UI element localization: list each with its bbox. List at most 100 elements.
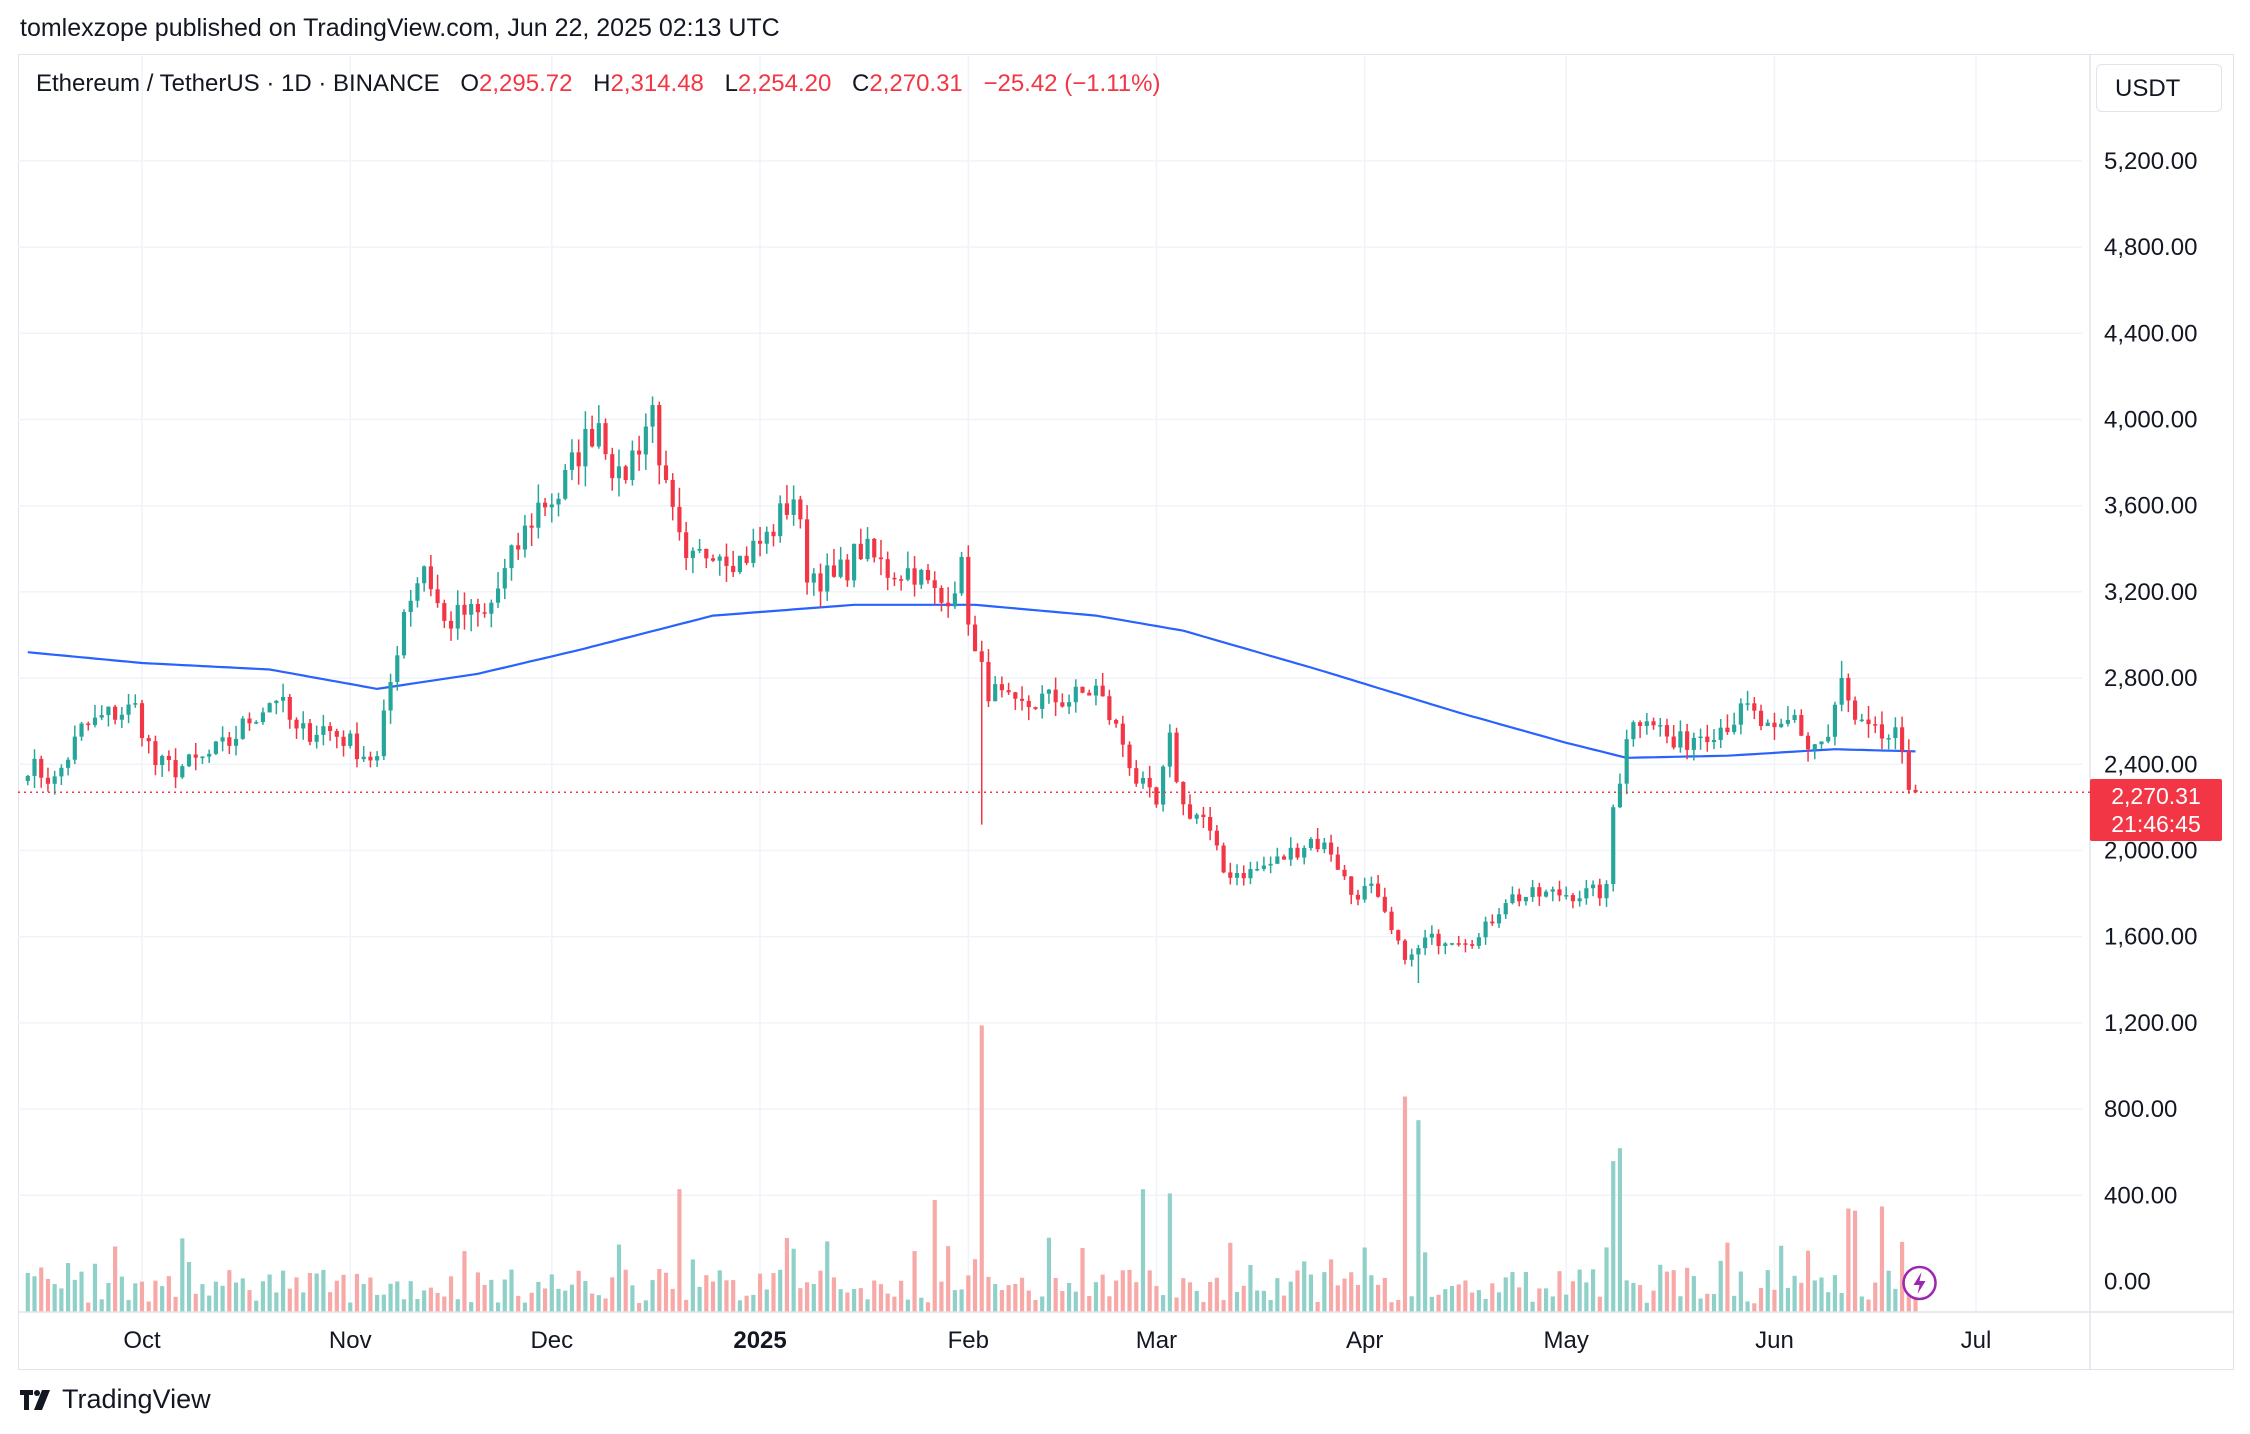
x-tick-label: Nov	[329, 1327, 372, 1354]
candle-body	[341, 736, 346, 746]
candle-body	[1161, 766, 1166, 805]
volume-bar	[1711, 1294, 1717, 1312]
candle-body	[1517, 894, 1522, 902]
volume-bar	[1429, 1296, 1434, 1312]
candle-body	[321, 726, 326, 735]
symbol-legend: Ethereum / TetherUS · 1D · BINANCE O2,29…	[36, 70, 1160, 98]
candle-body	[1053, 689, 1058, 703]
volume-bar	[637, 1303, 642, 1312]
candle-body	[993, 684, 998, 702]
candle-body	[831, 565, 837, 577]
candle-body	[489, 602, 494, 614]
volume-bar	[166, 1276, 171, 1312]
candle-body	[280, 696, 286, 701]
candle-body	[260, 712, 266, 723]
candle-body	[603, 423, 608, 455]
symbol-title[interactable]: Ethereum / TetherUS · 1D · BINANCE	[36, 70, 440, 97]
volume-bar	[462, 1251, 467, 1312]
tradingview-footer[interactable]: TradingView	[20, 1384, 211, 1415]
candle-body	[1893, 727, 1898, 739]
candle-body	[1799, 715, 1804, 736]
candle-body	[1295, 847, 1300, 858]
volume-bar	[1691, 1276, 1696, 1312]
candle-body	[1846, 677, 1851, 701]
candle-body	[1590, 884, 1596, 889]
candle-body	[1026, 700, 1031, 708]
candle-body	[1503, 903, 1508, 915]
volume-bar	[240, 1278, 245, 1312]
volume-bar	[113, 1246, 118, 1312]
volume-bar	[106, 1282, 111, 1312]
volume-bar	[1060, 1291, 1065, 1312]
candle-body	[522, 525, 528, 550]
candle-body	[1886, 738, 1891, 740]
volume-bar	[200, 1284, 205, 1312]
candle-body	[422, 566, 427, 584]
axes: 0.00 400.00 800.00 1,200.00 1,600.00 2,000.00…	[18, 54, 2234, 1370]
volume-bar	[1476, 1290, 1481, 1312]
volume-bar	[1550, 1296, 1555, 1312]
volume-bar	[623, 1269, 628, 1312]
currency-button[interactable]: USDT	[2096, 64, 2222, 112]
volume-bar	[442, 1296, 447, 1312]
candle-body	[32, 758, 37, 776]
candle-body	[838, 559, 843, 577]
volume-bar	[697, 1286, 702, 1312]
candle-body	[1328, 842, 1334, 855]
y-tick-label: 4,400.00	[2104, 320, 2197, 347]
candle-body	[79, 723, 84, 737]
candle-body	[220, 737, 225, 742]
volume-bar	[536, 1281, 541, 1312]
candle-body	[1255, 868, 1260, 871]
candle-body	[348, 733, 353, 746]
volume-bar	[1127, 1269, 1132, 1312]
candle-body	[1725, 727, 1730, 733]
volume-bar	[979, 1025, 984, 1312]
candle-body	[1093, 685, 1099, 696]
volume-bar	[885, 1293, 890, 1312]
volume-bar	[1664, 1271, 1670, 1312]
volume-bar	[489, 1279, 494, 1312]
candle-body	[1369, 883, 1374, 886]
volume-bar	[516, 1295, 521, 1312]
y-tick-label: 3,200.00	[2104, 579, 2197, 606]
volume-bar	[1530, 1301, 1535, 1312]
candle-body	[1617, 783, 1623, 808]
candle-body	[1651, 721, 1656, 726]
candle-body	[1040, 693, 1045, 709]
volume-bar	[207, 1295, 212, 1312]
volume-bar	[301, 1292, 306, 1312]
candle-body	[1691, 737, 1696, 750]
candle-body	[442, 603, 447, 621]
volume-bar	[1752, 1303, 1757, 1312]
candle-body	[1302, 847, 1307, 858]
candle-body	[912, 568, 917, 585]
volume-bars	[25, 1025, 1918, 1312]
moving-average-layer	[27, 603, 1916, 759]
candle-body	[1564, 895, 1569, 897]
candle-body	[852, 543, 857, 581]
volume-bar	[455, 1299, 460, 1312]
candle-body	[1423, 937, 1428, 949]
volume-bar	[1013, 1283, 1018, 1312]
candle-body	[663, 465, 669, 480]
candle-body	[1664, 725, 1670, 737]
candle-body	[1644, 721, 1649, 726]
candle-body	[1832, 704, 1838, 737]
candle-body	[1147, 777, 1152, 788]
candle-body	[1510, 894, 1515, 904]
candle-body	[529, 525, 534, 528]
volume-bar	[872, 1280, 877, 1312]
candle-body	[99, 715, 104, 718]
volume-bar	[99, 1299, 104, 1312]
candle-body	[1033, 707, 1038, 709]
volume-bar	[1187, 1282, 1193, 1312]
volume-bar	[1214, 1277, 1219, 1312]
candle-body	[274, 700, 279, 704]
volume-bar	[1611, 1161, 1616, 1312]
volume-bar	[314, 1273, 319, 1312]
volume-bar	[751, 1294, 756, 1312]
volume-bar	[1590, 1269, 1596, 1312]
candle-body	[1187, 804, 1193, 819]
